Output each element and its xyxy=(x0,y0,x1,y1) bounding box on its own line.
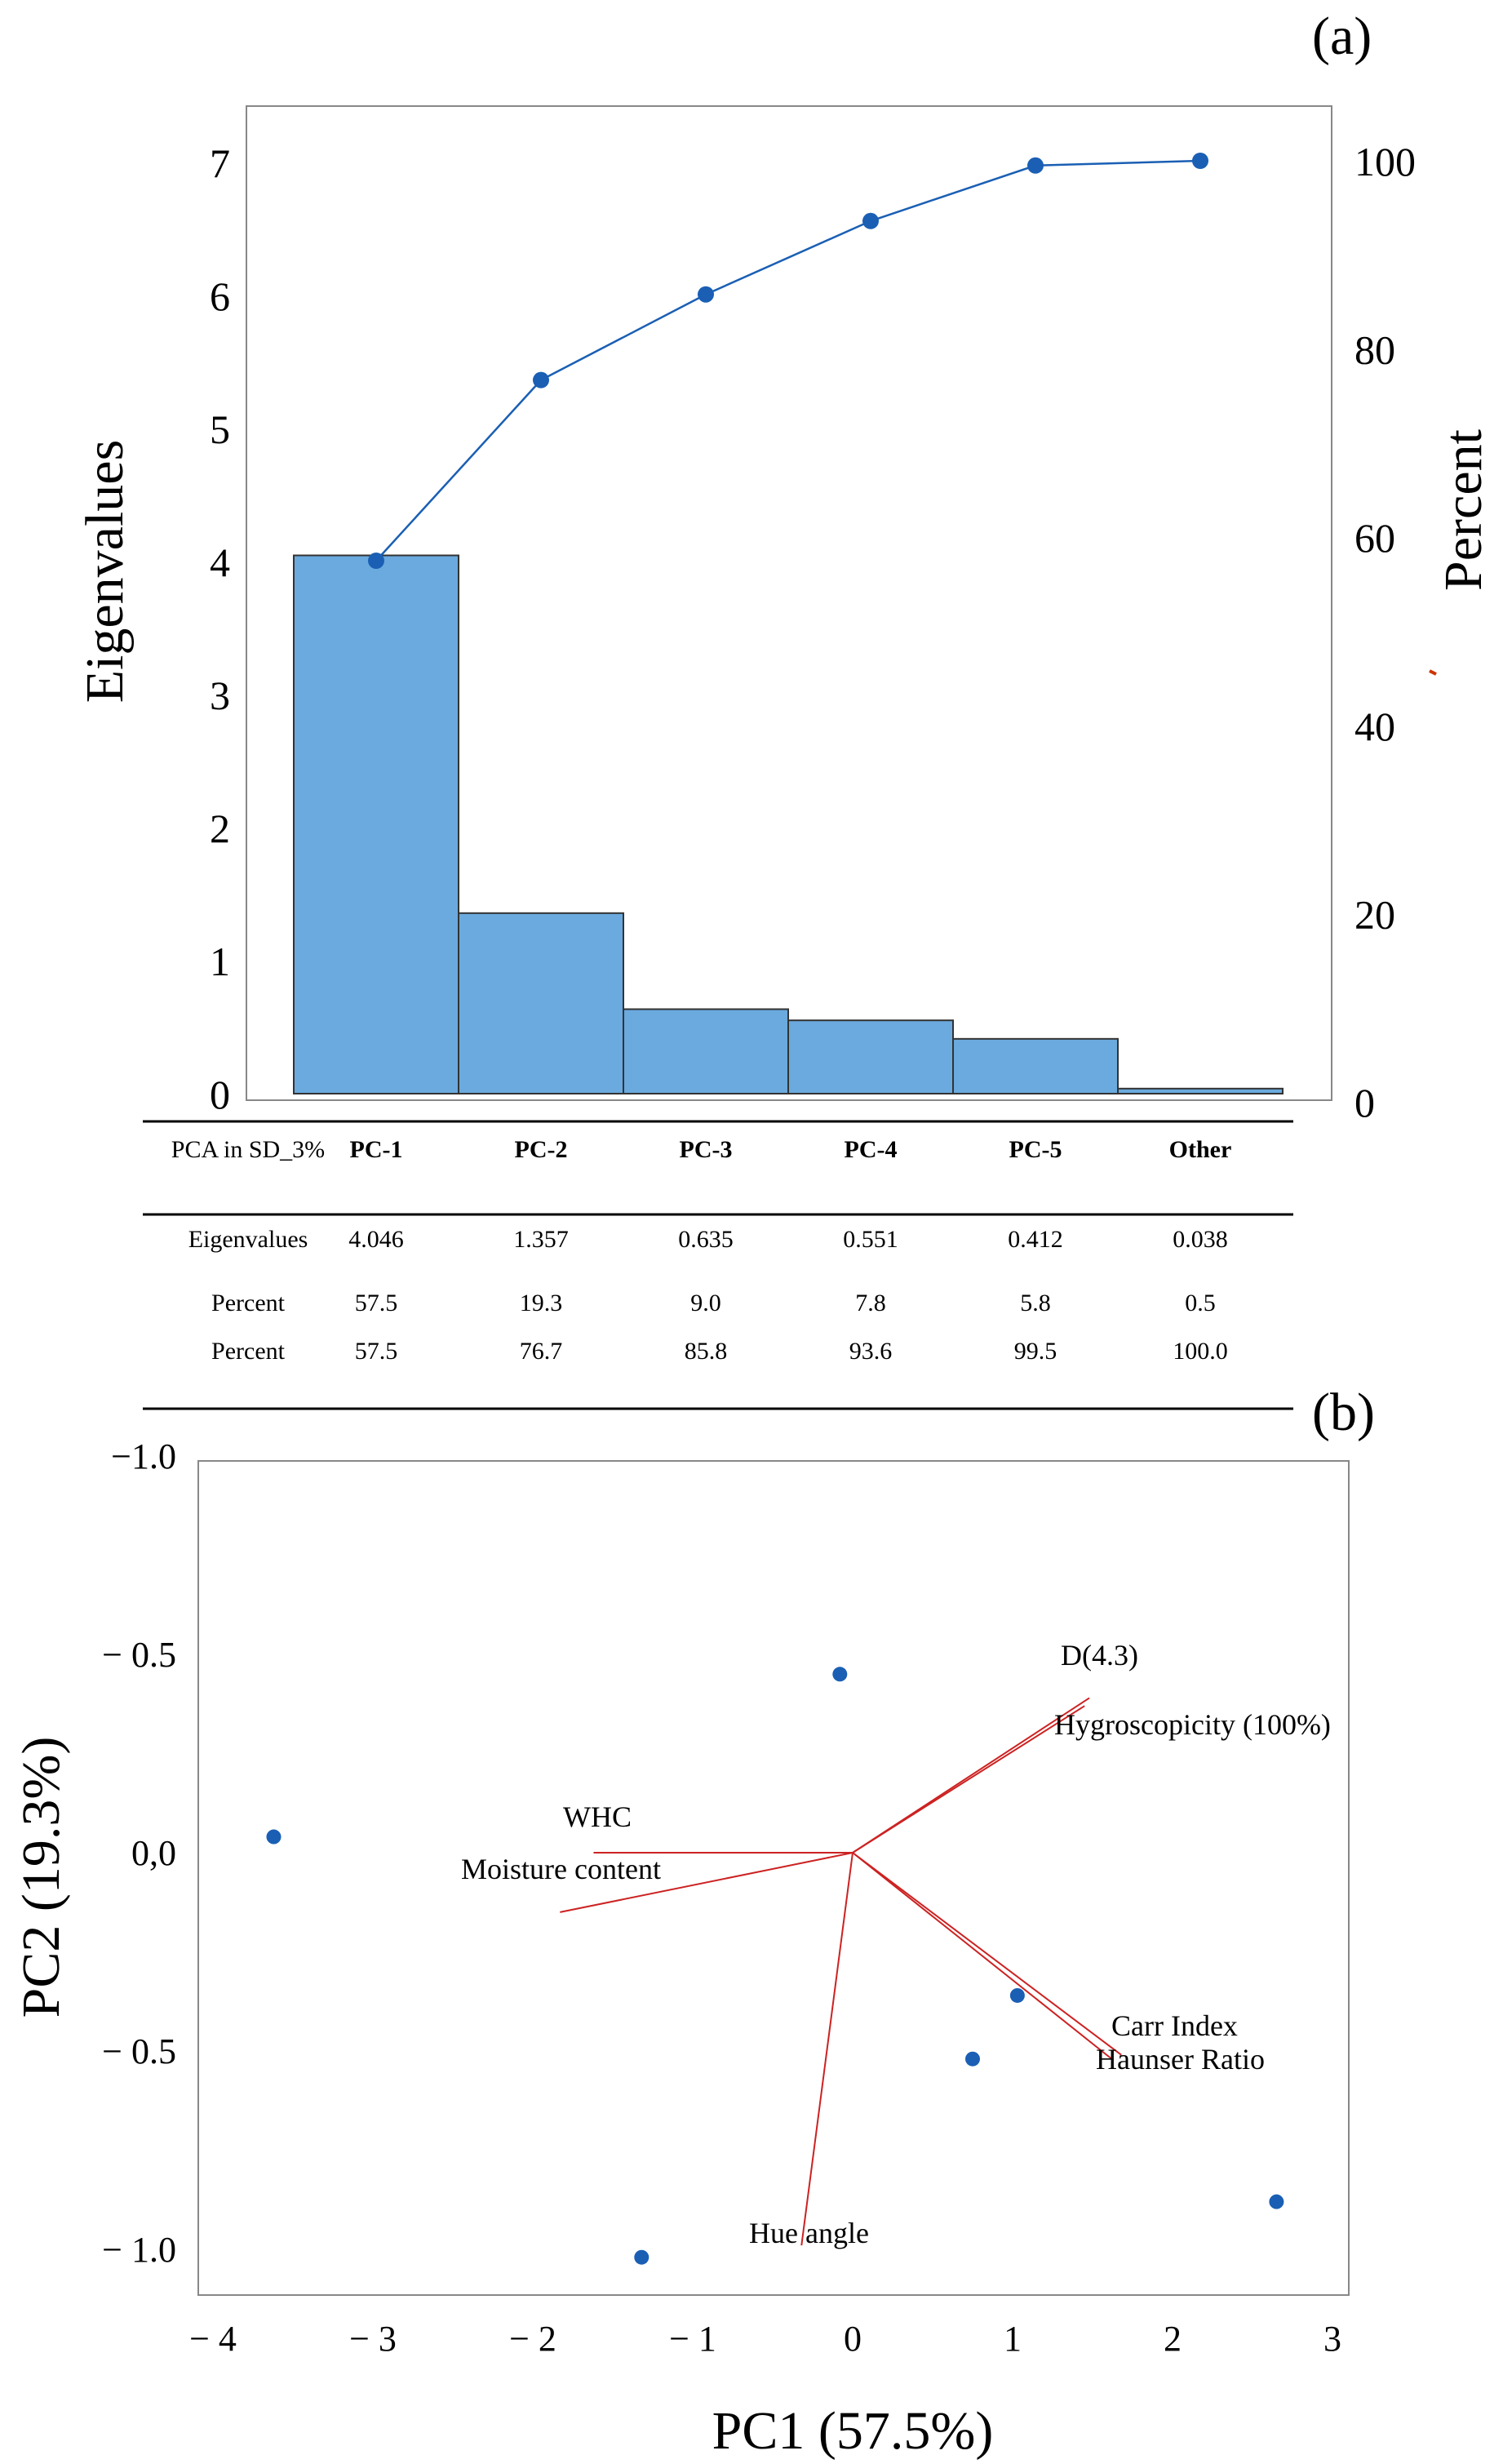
loading-vector xyxy=(852,1705,1085,1854)
table-cell: 57.5 xyxy=(355,1290,398,1316)
panel-a-label: (a) xyxy=(1312,7,1372,66)
table-cell: 1.357 xyxy=(513,1226,569,1253)
table-cell: 4.046 xyxy=(348,1226,404,1253)
score-point xyxy=(1009,1987,1025,2003)
scree-plot-area xyxy=(246,105,1332,1101)
x-tick-label: 3 xyxy=(1323,2319,1341,2359)
cumulative-point xyxy=(698,286,714,303)
table-cell: 0.635 xyxy=(678,1226,734,1253)
table-cell: 0.551 xyxy=(843,1226,898,1253)
y-tick-label: 7 xyxy=(210,140,230,186)
cumulative-point xyxy=(1027,157,1044,174)
table-row-label: Percent xyxy=(211,1290,286,1316)
loading-label: Hygroscopicity (100%) xyxy=(1054,1708,1331,1741)
loading-label: Moisture content xyxy=(461,1853,661,1885)
table-column-header: PC-5 xyxy=(1009,1136,1062,1163)
table-column-header: PC-3 xyxy=(680,1136,733,1163)
y-tick-label: 0,0 xyxy=(131,1833,176,1873)
loading-label: Haunser Ratio xyxy=(1096,2043,1265,2076)
score-point xyxy=(266,1829,282,1845)
y2-tick-label: 40 xyxy=(1354,704,1395,749)
score-point xyxy=(1269,2194,1284,2209)
y-tick-label: − 0.5 xyxy=(102,2031,176,2071)
table-column-header: PC-1 xyxy=(350,1136,403,1163)
loading-label: D(4.3) xyxy=(1061,1639,1138,1672)
scree-plot-panel: (a) 0 1 2 3 4 5 6 7 0 20 40 60 80 100 Eigenvalues Pe… xyxy=(75,7,1493,1125)
y2-tick-label: 100 xyxy=(1354,139,1416,184)
panel-b-label: (b) xyxy=(1312,1383,1375,1442)
y-tick-label: 1 xyxy=(210,939,230,984)
x-tick-label: 2 xyxy=(1164,2319,1182,2359)
tick-mark xyxy=(1429,669,1437,676)
table-cell: 0.038 xyxy=(1173,1226,1228,1253)
bar xyxy=(623,1008,789,1094)
y2-tick-label: 60 xyxy=(1354,515,1395,561)
cumulative-point xyxy=(1192,153,1208,169)
y-tick-label: 6 xyxy=(210,273,230,319)
y-tick-label: − 0.5 xyxy=(102,1635,176,1675)
loading-vector xyxy=(852,1852,1113,2060)
pc1-axis-title: PC1 (57.5%) xyxy=(712,2401,994,2461)
bar xyxy=(293,554,459,1094)
cumulative-point xyxy=(368,553,384,570)
biplot-area xyxy=(197,1460,1350,2296)
x-tick-label: − 1 xyxy=(669,2319,716,2359)
table-cell: 7.8 xyxy=(855,1290,886,1316)
table-row-label: Eigenvalues xyxy=(188,1226,308,1253)
x-tick-label: 1 xyxy=(1004,2319,1022,2359)
loading-label: Carr Index xyxy=(1111,2009,1238,2042)
y2-tick-label: 0 xyxy=(1354,1080,1375,1125)
y-tick-label: − 1.0 xyxy=(102,2230,176,2270)
loading-vector xyxy=(800,1852,853,2246)
table-column-header: PC-2 xyxy=(515,1136,568,1163)
cumulative-percent-line xyxy=(375,159,1201,562)
loading-vector xyxy=(852,1852,1122,2056)
bar xyxy=(952,1037,1119,1094)
table-header-label: PCA in SD_3% xyxy=(171,1136,325,1163)
biplot-panel: (b) − 4 − 3 − 2 − 1 0 1 2 3 −1.0 − 0.5 0,0 − 0.5 − … xyxy=(11,1383,1375,2461)
table-cell: 9.0 xyxy=(690,1290,721,1316)
loading-label: WHC xyxy=(563,1800,632,1833)
x-tick-label: − 3 xyxy=(349,2319,397,2359)
table-cell: 57.5 xyxy=(355,1338,398,1365)
table-cell: 100.0 xyxy=(1173,1338,1228,1365)
pc2-axis-title: PC2 (19.3%) xyxy=(11,1737,71,2018)
table-cell: 93.6 xyxy=(849,1338,893,1365)
x-tick-label: − 2 xyxy=(509,2319,556,2359)
table-cell: 5.8 xyxy=(1020,1290,1051,1316)
y-tick-label: 2 xyxy=(210,806,230,851)
table-column-header: Other xyxy=(1169,1136,1232,1163)
table-cell: 85.8 xyxy=(685,1338,728,1365)
bar xyxy=(787,1019,954,1095)
score-point xyxy=(965,2051,980,2067)
table-cell: 99.5 xyxy=(1014,1338,1057,1365)
bar xyxy=(1117,1087,1284,1095)
y-tick-label: 0 xyxy=(210,1072,230,1117)
loading-vector xyxy=(560,1852,853,1913)
y-tick-label: 5 xyxy=(210,406,230,452)
eigen-table: PCA in SD_3% PC-1 PC-2 PC-3 PC-4 PC-5 Other E… xyxy=(143,1120,1293,1410)
table-row-label: Percent xyxy=(211,1338,286,1365)
score-point xyxy=(634,2249,650,2265)
table-cell: 0.412 xyxy=(1008,1226,1063,1253)
x-tick-label: 0 xyxy=(844,2319,862,2359)
table-cell: 19.3 xyxy=(520,1290,563,1316)
bar xyxy=(458,912,624,1094)
cumulative-point xyxy=(533,371,549,388)
cumulative-point xyxy=(862,212,879,229)
table-cell: 0.5 xyxy=(1185,1290,1216,1316)
y-tick-label: 3 xyxy=(210,673,230,718)
y2-tick-label: 20 xyxy=(1354,891,1395,937)
y-tick-label: −1.0 xyxy=(111,1436,176,1476)
y-tick-label: 4 xyxy=(210,539,230,585)
percent-axis-title: Percent xyxy=(1434,429,1493,591)
table-cell: 76.7 xyxy=(520,1338,563,1365)
y2-tick-label: 80 xyxy=(1354,327,1395,373)
x-tick-label: − 4 xyxy=(189,2319,237,2359)
loading-label: Hue angle xyxy=(749,2217,869,2249)
score-point xyxy=(832,1667,848,1682)
table-column-header: PC-4 xyxy=(845,1136,898,1163)
eigenvalues-axis-title: Eigenvalues xyxy=(75,440,135,704)
